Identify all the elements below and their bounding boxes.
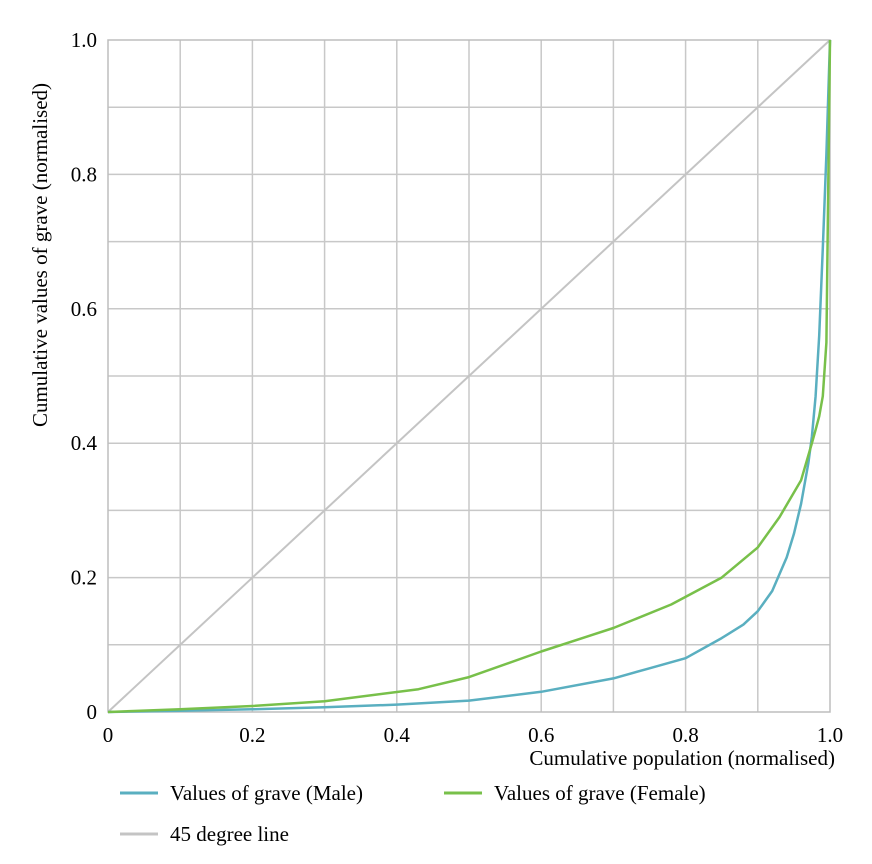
plot-frame <box>107 39 831 713</box>
legend: Values of grave (Male) Values of grave (F… <box>120 781 706 846</box>
x-tick-label: 1.0 <box>817 723 843 747</box>
legend-item-male: Values of grave (Male) <box>120 781 363 805</box>
series-female-line <box>107 39 832 714</box>
y-axis-label: Cumulative values of grave (normalised) <box>28 83 52 427</box>
legend-label: Values of grave (Male) <box>170 781 363 805</box>
series-45-degree-line <box>107 39 831 713</box>
y-tick-label: 0 <box>87 700 98 724</box>
x-tick-label: 0.6 <box>528 723 554 747</box>
series-male-line <box>107 39 832 714</box>
y-tick-label: 0.4 <box>71 431 98 455</box>
legend-label: 45 degree line <box>170 822 289 846</box>
y-tick-label: 1.0 <box>71 28 97 52</box>
series-layer <box>107 39 832 714</box>
legend-label: Values of grave (Female) <box>494 781 706 805</box>
x-axis-label: Cumulative population (normalised) <box>529 746 835 770</box>
y-tick-label: 0.6 <box>71 297 97 321</box>
x-tick-label: 0.2 <box>239 723 265 747</box>
y-tick-label: 0.2 <box>71 566 97 590</box>
x-tick-label: 0.8 <box>672 723 698 747</box>
x-tick-label: 0 <box>103 723 114 747</box>
x-tick-label: 0.4 <box>384 723 411 747</box>
grid <box>108 40 830 712</box>
legend-item-female: Values of grave (Female) <box>444 781 706 805</box>
y-tick-label: 0.8 <box>71 162 97 186</box>
tick-labels: 0 0.2 0.4 0.6 0.8 1.0 0 0.2 0.4 0.6 0.8 1.0 <box>71 28 843 747</box>
legend-item-45-degree: 45 degree line <box>120 822 289 846</box>
